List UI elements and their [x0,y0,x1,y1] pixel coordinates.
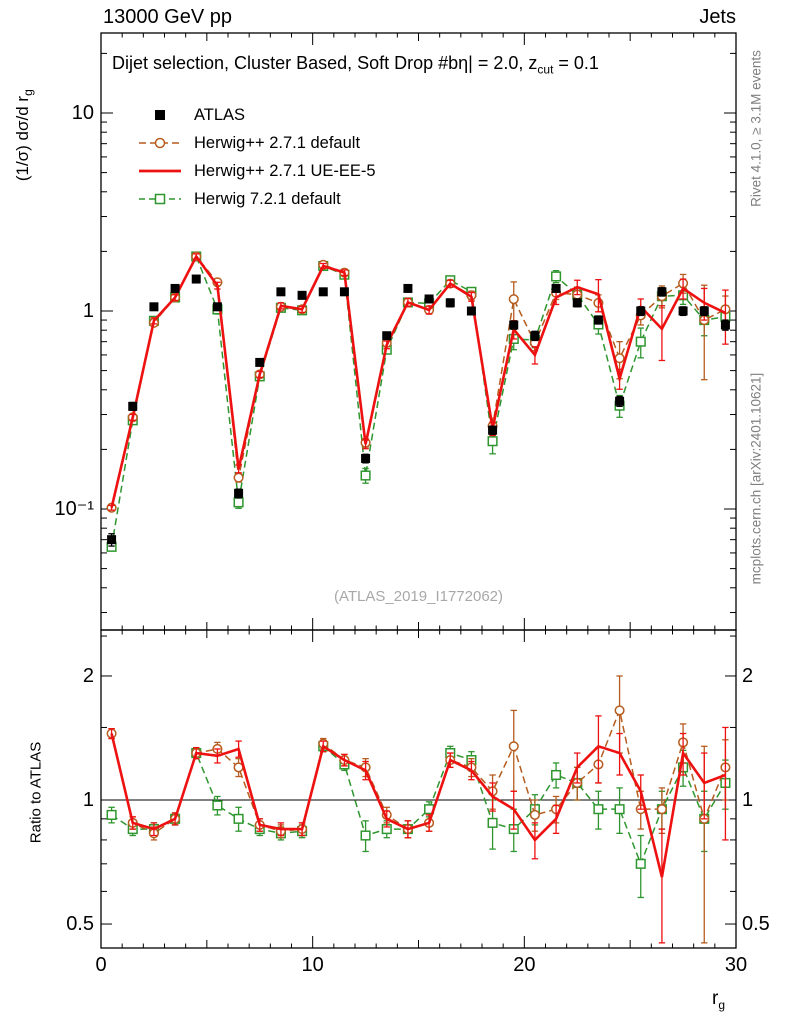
series-herwig-2-7-1-ue-ee-5 [108,253,729,511]
beam-energy-title: 13000 GeV pp [103,6,232,28]
rivet-version-note: Rivet 4.1.0, ≥ 3.1M events [748,50,764,207]
top-y-tick-label: 10 [71,102,94,124]
herwigpp-ueee5-marker-icon [128,163,192,179]
x-tick-label: 30 [724,954,748,976]
series-herwig-2-7-1-ue-ee-5 [108,715,729,944]
legend: ATLAS Herwig++ 2.7.1 default Herwig++ 2.… [128,101,376,213]
top-y-axis-label: (1/σ) dσ/d rg [13,25,35,245]
series-herwig-7-2-1-default [106,251,731,552]
x-tick-label: 0 [95,954,107,976]
x-tick-label: 10 [301,954,324,976]
ratio-y-tick-label-left: 1 [82,789,94,811]
legend-item-herwigpp-ueee5: Herwig++ 2.7.1 UE-EE-5 [128,157,376,185]
legend-label: Herwig++ 2.7.1 UE-EE-5 [194,161,376,180]
legend-label: Herwig++ 2.7.1 default [194,133,361,152]
ratio-y-tick-label-left: 2 [82,664,94,687]
series-herwig-7-2-1-default [106,740,731,899]
legend-item-herwigpp-default: Herwig++ 2.7.1 default [128,129,376,157]
x-axis-label: rg [712,988,725,1012]
top-y-tick-label: 10⁻¹ [54,498,94,520]
analysis-group-title: Jets [699,6,736,28]
ratio-y-tick-label-left: 0.5 [66,913,94,936]
series-herwig-2-7-1-default [106,675,731,944]
top-panel-data [106,251,731,552]
mcplots-reference-note: mcplots.cern.ch [arXiv:2401.10621] [748,372,764,585]
herwig7-default-marker-icon [128,191,192,207]
herwigpp-default-marker-icon [128,135,192,151]
ratio-y-tick-label-right: 0.5 [742,913,770,936]
top-y-axis-label-sub: g [21,89,36,96]
legend-item-herwig7-default: Herwig 7.2.1 default [128,185,376,213]
series-atlas [107,274,730,547]
observable-title-main: Dijet selection, Cluster Based, Soft Dro… [112,53,538,73]
x-axis-label-main: r [712,988,719,1009]
x-axis-label-sub: g [718,997,726,1012]
observable-title: Dijet selection, Cluster Based, Soft Dro… [112,53,599,77]
analysis-id-watermark: (ATLAS_2019_I1772062) [333,588,503,605]
ratio-panel-data [101,675,736,944]
x-tick-label: 20 [513,954,536,976]
atlas-marker-icon [128,110,192,120]
legend-label: Herwig 7.2.1 default [194,189,341,208]
ratio-y-axis-label: Ratio to ATLAS [27,741,45,844]
legend-label: ATLAS [194,105,246,124]
ratio-y-tick-label-right: 1 [742,789,754,811]
panel-frames [100,32,737,949]
observable-title-sub: cut [537,62,554,77]
top-y-tick-label: 1 [82,300,94,322]
top-y-axis-label-main: (1/σ) dσ/d r [12,95,32,182]
observable-title-end: = 0.1 [553,53,599,73]
series-herwig-2-7-1-default [106,251,731,513]
legend-item-atlas: ATLAS [128,101,376,129]
ratio-y-tick-label-right: 2 [742,664,754,687]
